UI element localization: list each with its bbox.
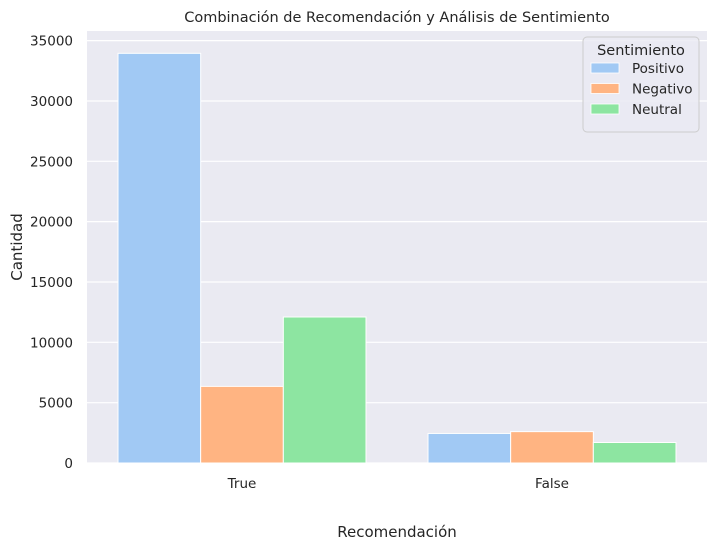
y-tick-label: 25000 [30, 154, 73, 170]
y-tick-label: 5000 [39, 396, 73, 412]
y-tick-label: 30000 [30, 94, 73, 110]
y-axis-label: Cantidad [8, 213, 26, 280]
bar-negativo-false [510, 431, 594, 464]
bar-neutral-true [282, 316, 367, 464]
y-tick-label: 0 [64, 456, 73, 472]
legend-swatch-neutral [590, 103, 620, 115]
legend-swatch-positivo [590, 62, 620, 74]
legend: Sentimiento Positivo Negativo Neutral [582, 36, 700, 133]
y-tick-label: 35000 [30, 34, 73, 50]
bars [117, 52, 677, 464]
x-tick-label: True [227, 476, 257, 492]
legend-label-negativo: Negativo [632, 82, 693, 98]
chart-title: Combinación de Recomendación y Análisis … [184, 10, 610, 26]
legend-label-neutral: Neutral [632, 102, 682, 118]
legend-label-positivo: Positivo [632, 61, 684, 77]
x-axis-label: Recomendación [337, 523, 457, 541]
bar-negativo-true [200, 385, 284, 464]
y-axis-ticks: 0 5000 10000 15000 20000 25000 30000 35000 [30, 34, 73, 472]
y-tick-label: 15000 [30, 275, 73, 291]
legend-swatch-negativo [590, 83, 620, 94]
x-axis-ticks: True False [227, 476, 569, 492]
legend-title: Sentimiento [597, 43, 685, 59]
y-tick-label: 20000 [30, 215, 73, 231]
bar-neutral-false [592, 441, 677, 464]
x-tick-label: False [535, 476, 569, 492]
bar-positivo-true [117, 52, 202, 464]
bar-positivo-false [427, 432, 512, 464]
y-tick-label: 10000 [30, 335, 73, 351]
